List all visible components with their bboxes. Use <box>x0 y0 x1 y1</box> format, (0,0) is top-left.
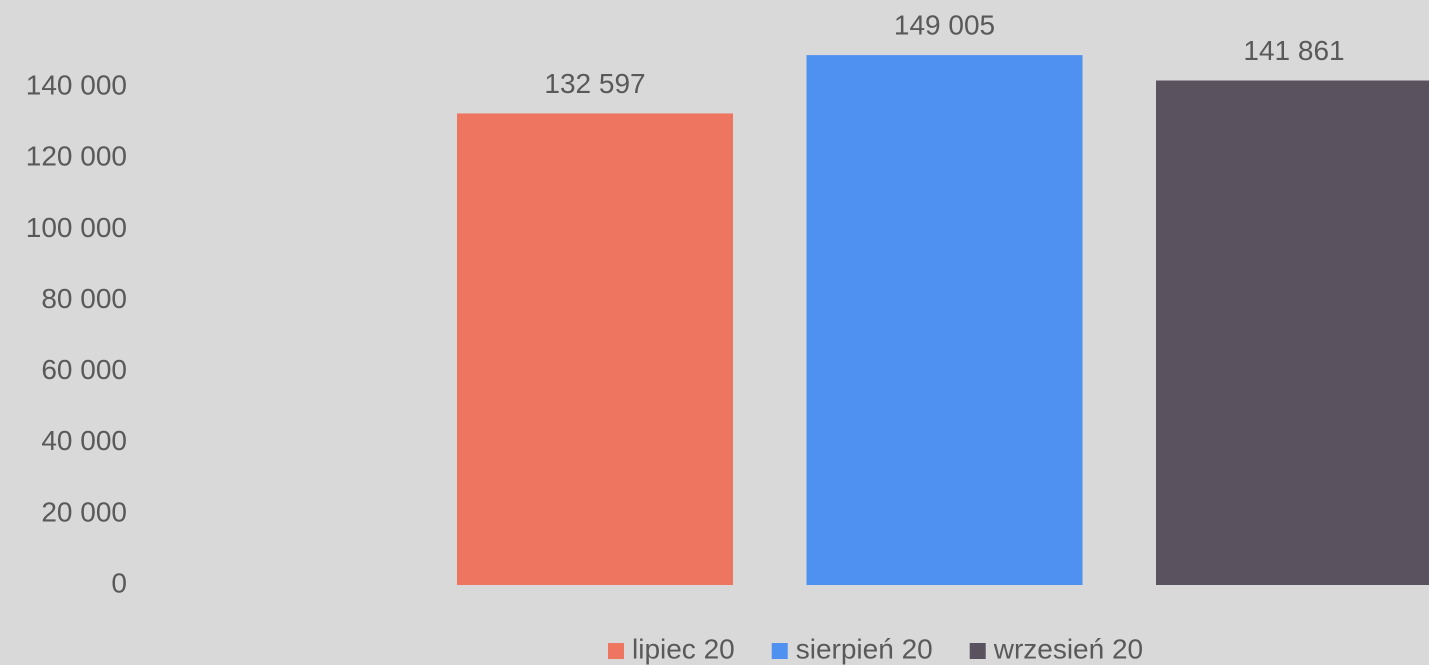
data-label: 149 005 <box>894 9 995 40</box>
y-tick-label: 140 000 <box>26 70 127 101</box>
legend-swatch <box>771 643 788 659</box>
y-tick-label: 20 000 <box>41 496 127 527</box>
y-tick-label: 60 000 <box>41 354 127 385</box>
y-tick-label: 100 000 <box>26 212 127 243</box>
legend-swatch <box>608 643 624 659</box>
y-tick-label: 80 000 <box>41 283 127 314</box>
y-tick-label: 0 <box>111 567 127 598</box>
y-tick-label: 120 000 <box>26 141 127 172</box>
legend-swatch <box>969 643 986 659</box>
data-label: 141 861 <box>1243 35 1344 66</box>
legend-label: wrzesień 20 <box>993 633 1143 664</box>
bar <box>1156 80 1429 585</box>
y-tick-label: 40 000 <box>41 425 127 456</box>
bar <box>806 55 1083 586</box>
data-label: 132 597 <box>544 68 645 99</box>
legend-label: sierpień 20 <box>796 633 933 664</box>
legend-label: lipiec 20 <box>632 633 735 664</box>
bar <box>457 113 733 586</box>
